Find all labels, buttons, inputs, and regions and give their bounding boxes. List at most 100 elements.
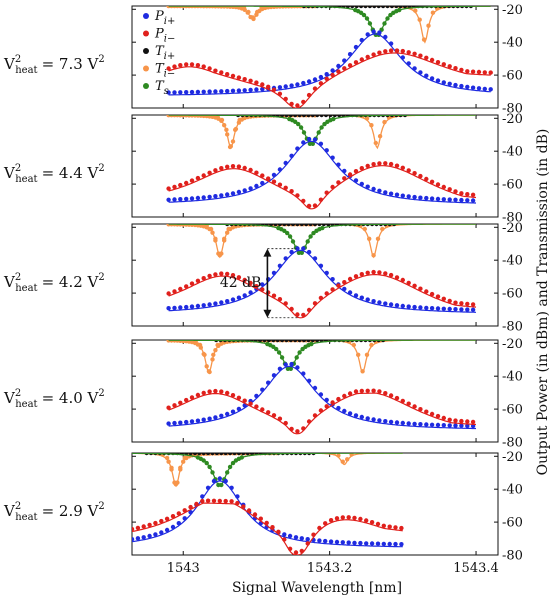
point-P-i-minus [195, 392, 201, 398]
series-line-P-i-minus [168, 274, 477, 319]
point-P-i-plus [223, 478, 228, 484]
point-P-i-minus [277, 297, 283, 302]
point-P-i-plus [365, 184, 370, 189]
point-P-i-plus [470, 85, 476, 90]
point-T-i-minus [178, 465, 183, 470]
point-P-i-plus [236, 406, 242, 412]
y-tick-label: -60 [502, 403, 523, 418]
point-T-i-minus [336, 453, 341, 458]
point-P-i-plus [352, 540, 357, 546]
panel-voltage-label: V2 heat = 4.4 V2 [3, 163, 105, 185]
point-P-i-plus [236, 189, 242, 195]
point-P-i-minus [388, 48, 394, 53]
point-T-i-minus [246, 9, 251, 15]
plot-area [132, 453, 404, 555]
panel-voltage-label: V2 heat = 4.2 V2 [3, 272, 105, 294]
point-P-i-minus [359, 57, 364, 62]
point-P-i-plus [195, 418, 201, 423]
point-P-i-plus [166, 197, 171, 202]
point-P-i-minus [230, 273, 236, 278]
point-P-i-plus [412, 194, 417, 200]
point-P-i-minus [312, 413, 318, 418]
point-T-s [276, 350, 282, 355]
point-P-i-plus [295, 82, 300, 87]
point-P-i-minus [453, 189, 458, 194]
point-P-i-plus [394, 192, 400, 197]
point-P-i-plus [201, 417, 206, 422]
point-T-i-minus [373, 140, 378, 146]
point-P-i-minus [453, 66, 458, 71]
label-value: = 7.3 V [42, 55, 100, 73]
point-P-i-plus [342, 286, 347, 292]
point-P-i-minus [225, 72, 230, 77]
point-P-i-plus [387, 541, 392, 547]
point-P-i-minus [182, 508, 187, 513]
point-P-i-plus [381, 541, 386, 547]
legend-sub: i+ [164, 51, 176, 62]
point-P-i-plus [301, 80, 306, 86]
point-T-i-plus [219, 453, 224, 456]
point-P-i-minus [324, 76, 329, 82]
point-T-i-minus [173, 482, 179, 487]
legend-marker-T_s [143, 83, 149, 89]
point-P-i-minus [258, 516, 263, 521]
point-P-i-minus [271, 413, 277, 418]
point-T-i-minus [345, 457, 350, 462]
point-P-i-minus [188, 504, 193, 510]
point-P-i-minus [418, 173, 423, 179]
point-T-i-minus [193, 340, 198, 344]
point-P-i-minus [254, 404, 259, 409]
point-P-i-plus [340, 540, 345, 545]
point-T-i-minus [230, 139, 236, 144]
point-P-i-plus [465, 198, 470, 203]
point-P-i-minus [223, 498, 228, 504]
point-P-i-plus [299, 536, 304, 541]
point-P-i-minus [371, 162, 376, 167]
point-P-i-plus [453, 307, 458, 312]
point-P-i-minus [166, 186, 171, 191]
point-T-i-plus [315, 115, 320, 118]
point-P-i-plus [406, 304, 411, 309]
point-T-s [287, 234, 293, 239]
label-sup: 2 [15, 388, 21, 399]
point-T-i-minus [369, 342, 374, 348]
point-P-i-plus [488, 87, 493, 92]
point-P-i-plus [412, 421, 417, 427]
point-P-i-minus [312, 301, 318, 306]
point-P-i-minus [406, 280, 411, 286]
point-T-i-minus [375, 236, 381, 241]
point-P-i-minus [271, 293, 277, 298]
point-T-s [239, 455, 244, 460]
point-P-i-plus [189, 304, 195, 309]
point-T-i-plus [275, 340, 280, 343]
point-P-i-plus [147, 533, 152, 539]
point-P-i-minus [293, 550, 299, 555]
point-T-i-minus [255, 9, 260, 15]
point-P-i-plus [383, 419, 388, 424]
point-T-i-minus [202, 352, 207, 357]
point-P-i-minus [359, 388, 364, 394]
point-P-i-plus [459, 423, 464, 428]
label-sup: 2 [15, 272, 21, 283]
point-P-i-plus [400, 55, 405, 60]
point-T-s [305, 239, 310, 244]
point-T-i-plus [380, 6, 386, 9]
point-T-i-plus [394, 6, 399, 9]
point-P-i-minus [453, 300, 458, 305]
panel-voltage-label: V2 heat = 2.9 V2 [3, 501, 105, 523]
point-P-i-plus [189, 89, 195, 95]
point-P-i-minus [441, 62, 446, 67]
point-P-i-plus [178, 197, 183, 202]
point-P-i-minus [230, 164, 236, 169]
point-P-i-minus [201, 276, 206, 281]
point-P-i-plus [347, 290, 353, 295]
label-unit-sup: 2 [98, 54, 104, 65]
point-T-i-plus [308, 224, 313, 227]
point-P-i-plus [189, 196, 195, 201]
point-P-i-minus [225, 271, 230, 277]
point-P-i-plus [207, 89, 212, 94]
point-T-i-plus [385, 6, 390, 9]
annotation-arrowhead-bottom [263, 309, 272, 318]
point-P-i-plus [205, 485, 211, 490]
